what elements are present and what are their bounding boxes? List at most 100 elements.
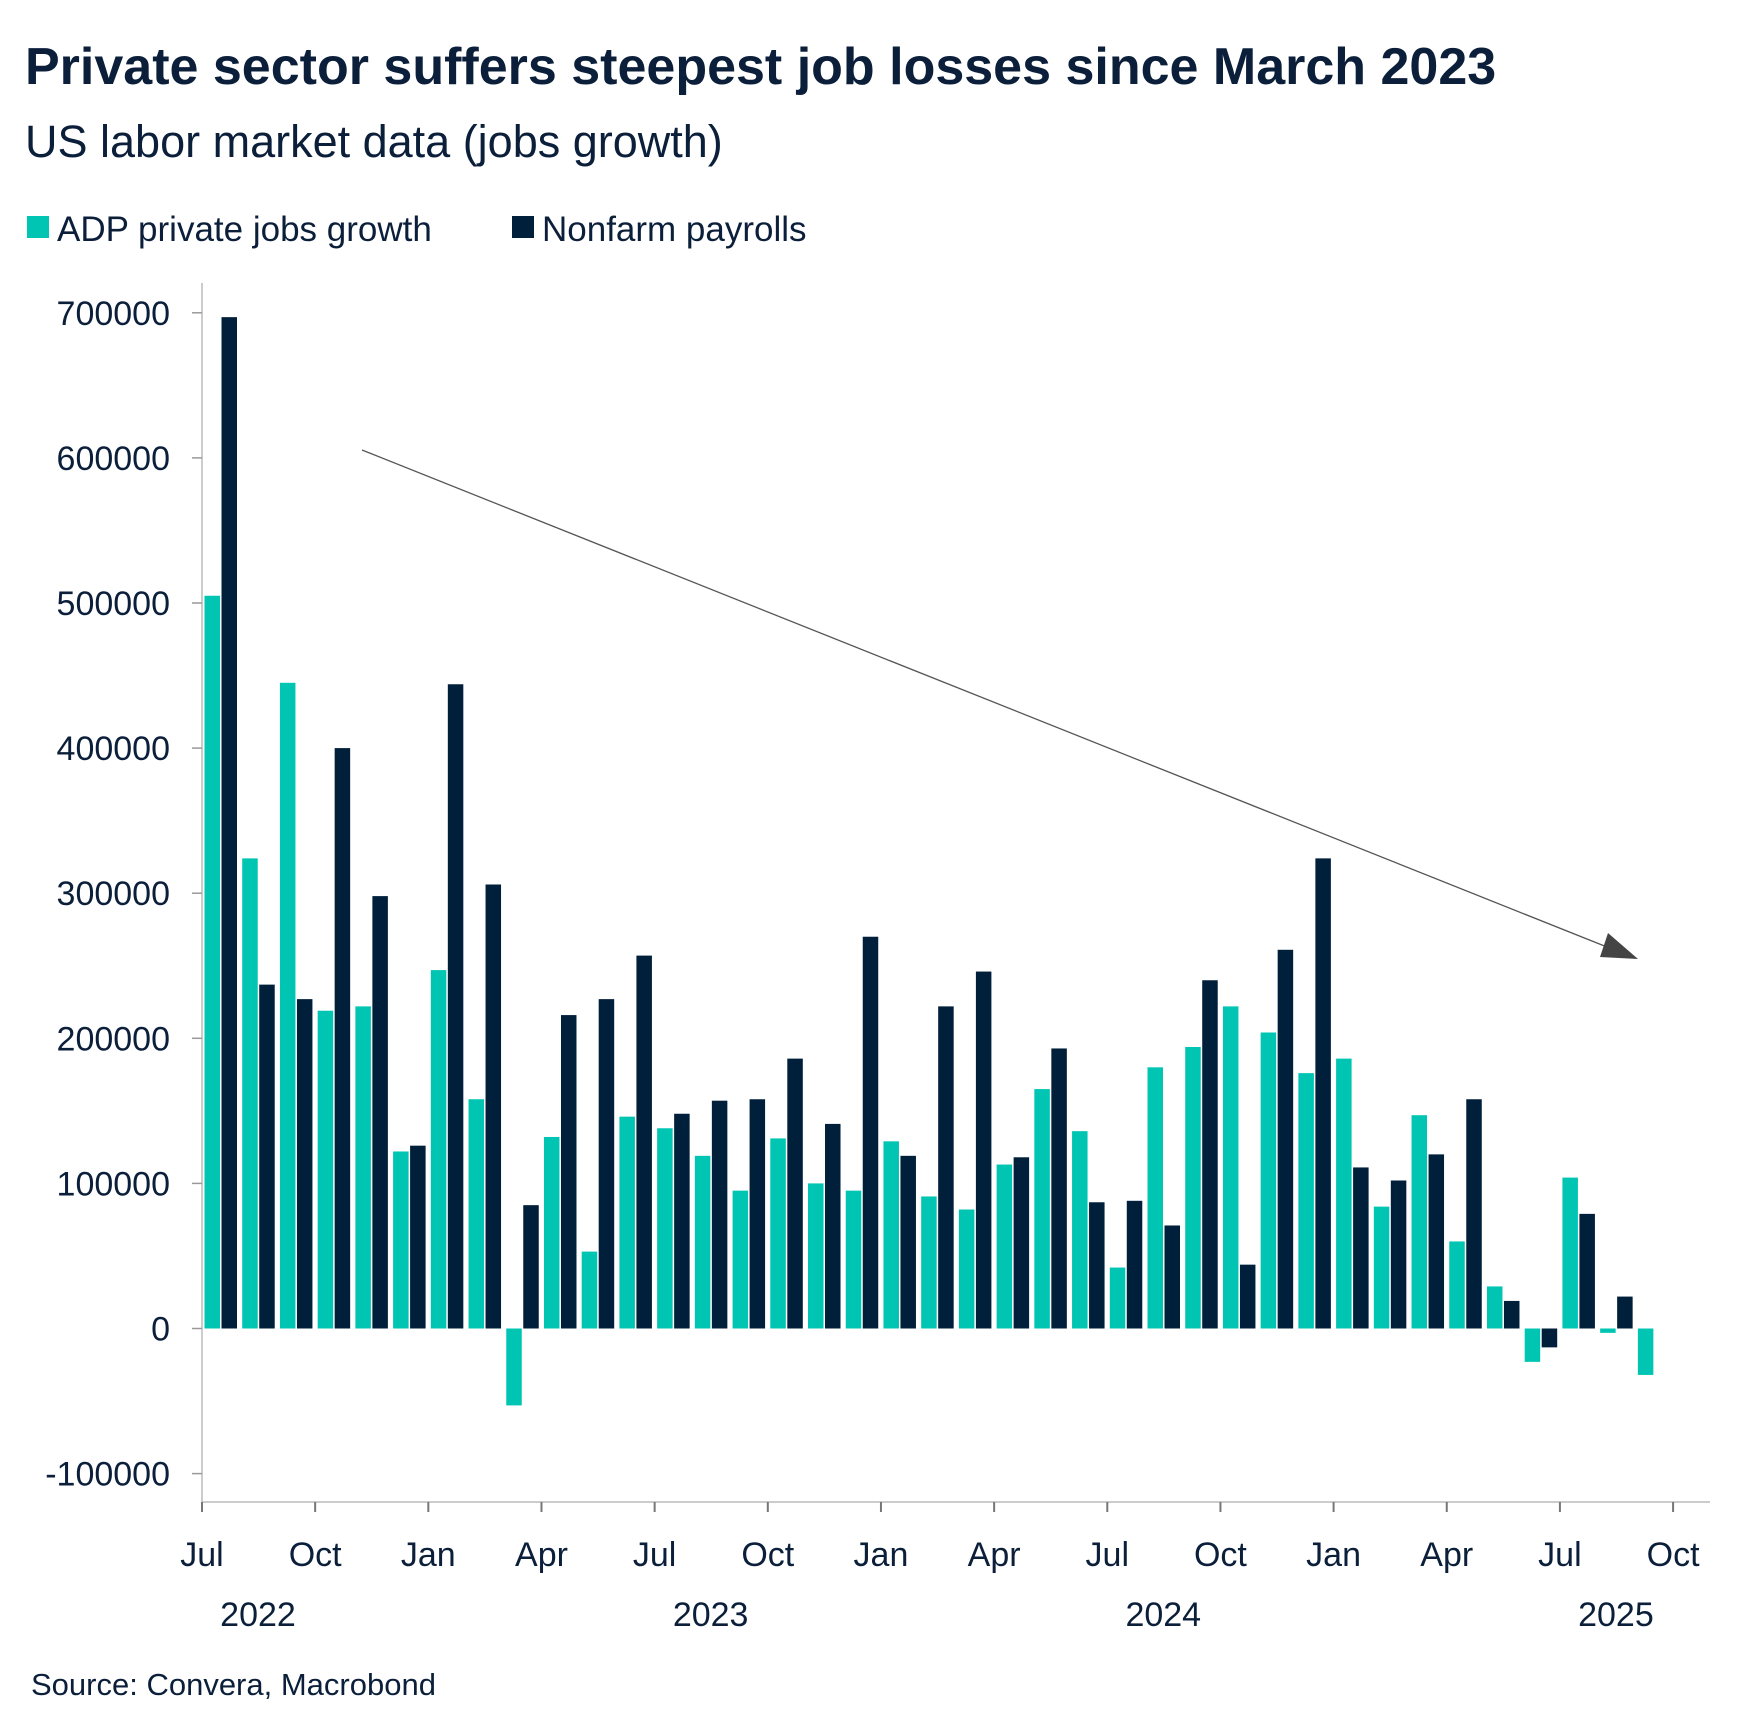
nfp-bar-2024-09	[1202, 980, 1218, 1329]
nfp-bar-2023-01	[447, 684, 464, 1329]
nfp-bar-2025-05	[1503, 1300, 1520, 1329]
nfp-bar-2022-10	[334, 748, 351, 1329]
adp-bar-2024-03	[958, 1209, 975, 1329]
nfp-bar-2022-08	[259, 984, 275, 1329]
chart-subtitle: US labor market data (jobs growth)	[25, 116, 723, 167]
trend-arrow-line	[361, 449, 1613, 950]
nfp-bar-2022-07	[221, 317, 237, 1329]
nfp-bar-2024-11	[1277, 949, 1294, 1329]
x-tick-label: Jan	[1306, 1536, 1361, 1574]
trend-arrow-head	[1600, 933, 1638, 959]
nfp-bar-2023-10	[787, 1058, 803, 1329]
x-tick-label: Jan	[401, 1536, 456, 1574]
adp-bar-2023-11	[808, 1183, 824, 1329]
adp-bar-2024-02	[921, 1196, 937, 1329]
adp-bar-2023-09	[732, 1190, 749, 1329]
adp-bar-2025-02	[1373, 1206, 1390, 1329]
chart-title: Private sector suffers steepest job loss…	[25, 38, 1496, 96]
nfp-bar-2025-08	[1617, 1296, 1633, 1329]
nfp-bar-2025-06	[1541, 1328, 1558, 1348]
adp-bar-2024-12	[1298, 1073, 1314, 1329]
nfp-bar-2024-08	[1164, 1225, 1180, 1329]
adp-bar-2024-08	[1147, 1067, 1163, 1329]
nfp-bar-2024-02	[938, 1006, 954, 1329]
x-year-label: 2022	[220, 1596, 296, 1634]
adp-bar-2023-08	[694, 1155, 711, 1329]
x-tick-label: Apr	[515, 1536, 568, 1574]
nfp-bar-2023-11	[825, 1123, 841, 1329]
x-tick-label: Oct	[289, 1536, 342, 1574]
y-tick-label: 0	[151, 1311, 170, 1349]
x-year-label: 2024	[1125, 1596, 1201, 1634]
nfp-bar-2024-03	[975, 971, 992, 1329]
adp-bar-2022-10	[317, 1010, 334, 1329]
adp-bar-2023-12	[845, 1190, 862, 1329]
adp-bar-2025-01	[1336, 1058, 1352, 1329]
x-tick-label: Apr	[968, 1536, 1021, 1574]
x-tick-label: Apr	[1420, 1536, 1473, 1574]
legend-label-adp: ADP private jobs growth	[57, 210, 432, 249]
adp-bar-2024-09	[1185, 1047, 1201, 1329]
adp-bar-2024-05	[1034, 1089, 1050, 1329]
nfp-bar-2024-07	[1126, 1200, 1143, 1329]
y-tick-label: 400000	[57, 730, 170, 768]
x-axis: Jul 2022 Oct Jan Apr Jul 2023 Oct Jan Apr Jul 2024 O…	[180, 1501, 1710, 1634]
nfp-bar-2023-04	[560, 1015, 577, 1329]
y-tick-label: 700000	[57, 295, 170, 333]
adp-bar-2024-07	[1109, 1267, 1126, 1329]
nfp-bar-2023-02	[485, 884, 502, 1329]
adp-bar-2023-07	[657, 1128, 673, 1329]
adp-bar-2023-03	[506, 1328, 522, 1406]
x-tick-label: Oct	[1647, 1536, 1700, 1574]
adp-bar-2024-11	[1260, 1032, 1277, 1329]
nfp-bar-2023-12	[862, 936, 879, 1329]
adp-bar-2022-07	[204, 595, 220, 1329]
adp-bar-2023-01	[430, 970, 447, 1329]
nfp-bar-2023-06	[636, 955, 652, 1329]
adp-bar-2025-07	[1562, 1177, 1578, 1329]
x-tick-label: Jan	[854, 1536, 909, 1574]
x-tick-label: Oct	[741, 1536, 794, 1574]
nfp-bar-2024-12	[1315, 858, 1331, 1329]
adp-bar-2023-02	[468, 1099, 485, 1329]
nfp-bar-2023-07	[674, 1113, 690, 1329]
y-tick-label: 600000	[57, 440, 170, 478]
adp-bar-2024-06	[1072, 1131, 1088, 1329]
adp-bar-2022-09	[279, 682, 296, 1329]
adp-bar-2025-06	[1524, 1328, 1541, 1362]
y-tick-label: 500000	[57, 585, 170, 623]
nfp-bar-2022-12	[410, 1145, 426, 1329]
adp-bar-2024-10	[1222, 1006, 1239, 1329]
trend-arrow	[361, 449, 1638, 959]
nfp-bar-2025-01	[1353, 1167, 1369, 1329]
y-tick-label: 100000	[57, 1165, 170, 1203]
source-note: Source: Convera, Macrobond	[31, 1667, 436, 1702]
x-year-label: 2025	[1578, 1596, 1654, 1634]
y-tick-label: 200000	[57, 1020, 170, 1058]
adp-bar-2024-01	[883, 1141, 899, 1329]
adp-bar-2023-10	[770, 1138, 786, 1329]
y-axis: -100000 0 100000 200000 300000 400000 500000 60…	[45, 283, 203, 1502]
adp-bar-2022-12	[393, 1151, 409, 1329]
adp-bar-2025-03	[1411, 1115, 1428, 1329]
nfp-bar-2025-04	[1466, 1099, 1482, 1329]
nfp-bar-2024-10	[1239, 1264, 1256, 1329]
bars	[204, 317, 1654, 1406]
x-tick-label: Jul	[180, 1536, 223, 1574]
x-tick-label: Jul	[1538, 1536, 1581, 1574]
adp-bar-2022-08	[242, 858, 258, 1329]
x-tick-label: Jul	[1086, 1536, 1129, 1574]
adp-bar-2025-04	[1449, 1241, 1465, 1329]
adp-bar-2025-05	[1486, 1286, 1503, 1329]
nfp-bar-2022-09	[296, 999, 313, 1329]
nfp-bar-2023-03	[523, 1205, 539, 1329]
nfp-bar-2023-05	[598, 999, 615, 1329]
x-year-label: 2023	[673, 1596, 749, 1634]
nfp-bar-2025-03	[1428, 1154, 1445, 1329]
nfp-bar-2023-09	[749, 1099, 766, 1329]
legend-label-nfp: Nonfarm payrolls	[542, 210, 807, 249]
adp-bar-2024-04	[996, 1164, 1013, 1329]
legend: ADP private jobs growth Nonfarm payrolls	[27, 210, 807, 249]
nfp-bar-2024-01	[900, 1155, 916, 1329]
